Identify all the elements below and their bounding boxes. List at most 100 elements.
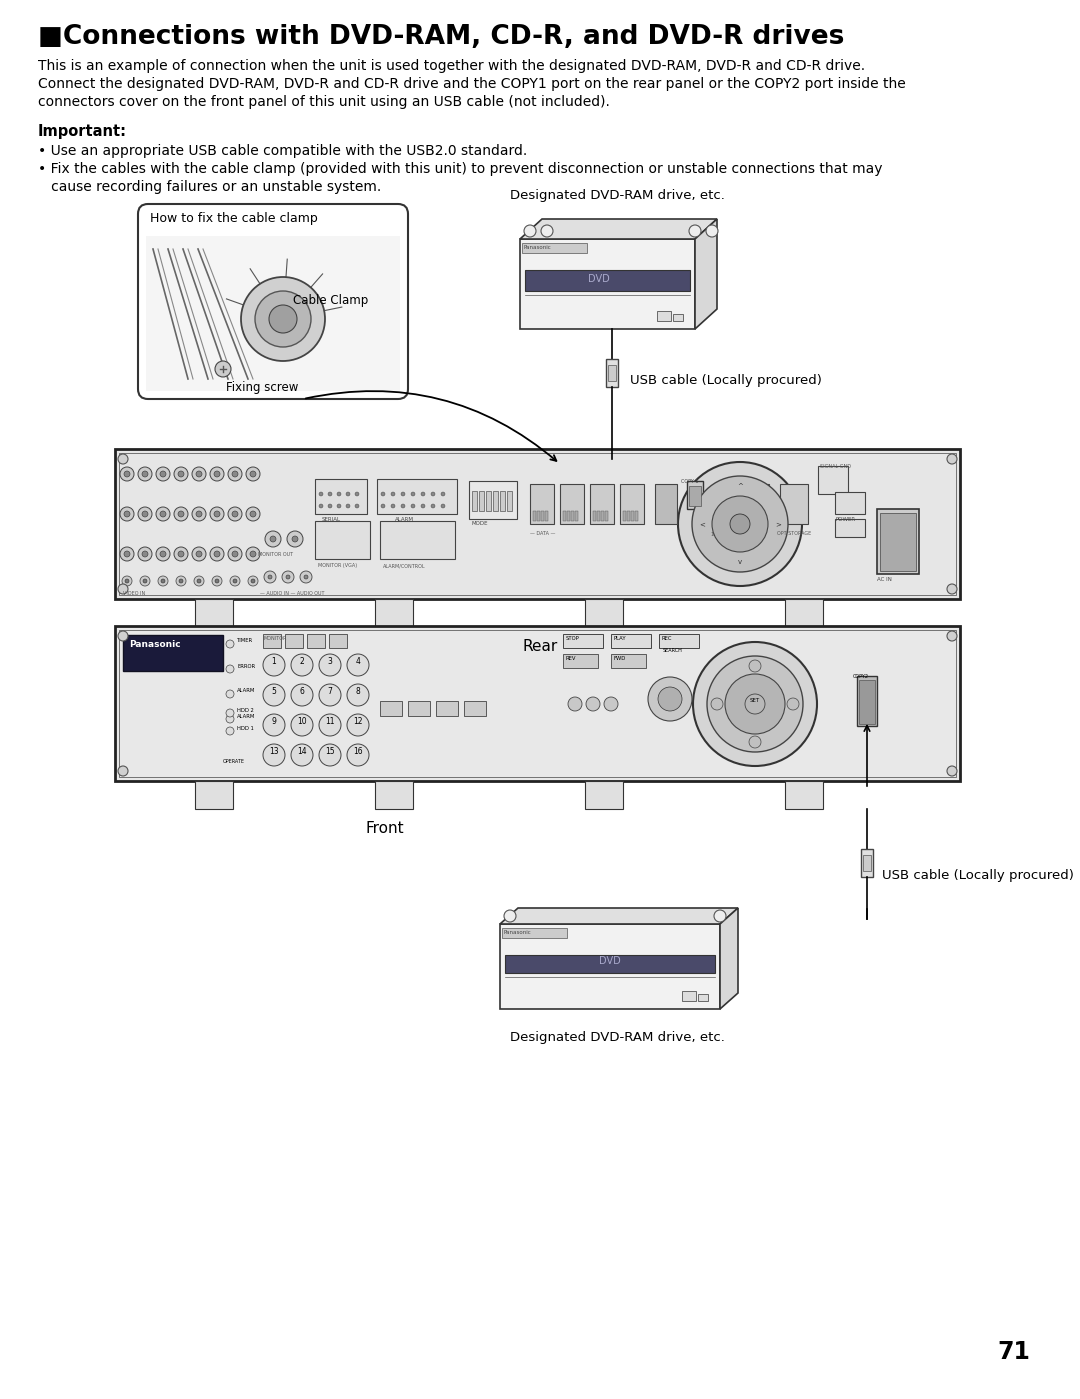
Circle shape: [160, 511, 166, 518]
Bar: [880, 513, 916, 571]
Bar: [480, 491, 484, 511]
Circle shape: [233, 579, 237, 583]
Circle shape: [246, 506, 260, 520]
Circle shape: [158, 576, 168, 586]
Text: USB cable (Locally procured): USB cable (Locally procured): [882, 869, 1074, 881]
Circle shape: [264, 653, 285, 676]
Circle shape: [228, 547, 242, 561]
Text: ALARM: ALARM: [395, 518, 414, 522]
Text: ERROR: ERROR: [237, 663, 255, 669]
Circle shape: [178, 471, 184, 477]
Text: — AUDIO IN — AUDIO OUT: — AUDIO IN — AUDIO OUT: [260, 590, 324, 596]
Bar: [715, 484, 739, 525]
Text: 15: 15: [325, 747, 335, 757]
Circle shape: [286, 575, 291, 579]
Bar: [575, 511, 578, 520]
Circle shape: [140, 576, 150, 586]
Circle shape: [156, 506, 170, 520]
Polygon shape: [500, 908, 738, 923]
Circle shape: [692, 476, 788, 572]
Bar: [698, 995, 708, 1002]
Circle shape: [689, 225, 701, 236]
Circle shape: [124, 551, 130, 557]
Text: POWER: POWER: [835, 518, 855, 522]
Circle shape: [249, 511, 256, 518]
Circle shape: [346, 492, 350, 497]
Circle shape: [210, 547, 224, 561]
Circle shape: [730, 513, 750, 534]
Circle shape: [541, 225, 553, 236]
Text: SERIAL: SERIAL: [322, 518, 341, 522]
Bar: [285, 634, 303, 648]
Circle shape: [226, 715, 234, 723]
Text: HDD 2: HDD 2: [237, 708, 254, 712]
Text: Panasonic: Panasonic: [524, 245, 552, 250]
Bar: [500, 491, 505, 511]
Circle shape: [214, 471, 220, 477]
Bar: [534, 511, 536, 520]
Circle shape: [120, 547, 134, 561]
Circle shape: [347, 653, 369, 676]
Circle shape: [347, 684, 369, 706]
Text: Designated DVD-RAM drive, etc.: Designated DVD-RAM drive, etc.: [510, 189, 725, 201]
Text: v: v: [738, 560, 742, 565]
Text: ALARM: ALARM: [237, 713, 255, 719]
Bar: [563, 653, 598, 667]
Text: USB cable (Locally procured): USB cable (Locally procured): [630, 374, 822, 388]
Bar: [657, 311, 671, 320]
Circle shape: [391, 504, 395, 508]
Text: HDD 1: HDD 1: [237, 726, 254, 730]
Bar: [673, 313, 683, 320]
Text: PLAY: PLAY: [615, 637, 626, 641]
Text: connectors cover on the front panel of this unit using an USB cable (not include: connectors cover on the front panel of t…: [38, 95, 610, 109]
Bar: [119, 630, 956, 776]
Bar: [654, 484, 677, 525]
Bar: [563, 511, 566, 520]
Bar: [567, 511, 570, 520]
Circle shape: [337, 492, 341, 497]
Bar: [561, 484, 584, 525]
Bar: [859, 680, 875, 725]
Circle shape: [174, 506, 188, 520]
Circle shape: [156, 467, 170, 481]
Text: Panasonic: Panasonic: [129, 639, 180, 649]
Circle shape: [319, 744, 341, 767]
Circle shape: [226, 639, 234, 648]
Circle shape: [282, 571, 294, 583]
Bar: [486, 491, 491, 511]
Circle shape: [241, 277, 325, 361]
Bar: [627, 511, 630, 520]
Circle shape: [391, 492, 395, 497]
Bar: [380, 701, 402, 716]
Text: Front: Front: [366, 821, 404, 837]
Circle shape: [658, 687, 681, 711]
Bar: [835, 519, 865, 537]
Circle shape: [138, 506, 152, 520]
Circle shape: [174, 467, 188, 481]
Bar: [585, 599, 623, 627]
Circle shape: [750, 736, 761, 748]
Circle shape: [441, 504, 445, 508]
Bar: [785, 599, 823, 627]
Circle shape: [568, 697, 582, 711]
Circle shape: [648, 677, 692, 720]
Polygon shape: [720, 908, 738, 1009]
Bar: [195, 781, 233, 809]
Text: SIGNAL GND: SIGNAL GND: [820, 464, 851, 469]
Circle shape: [337, 504, 341, 508]
Circle shape: [750, 660, 761, 672]
Circle shape: [214, 511, 220, 518]
Circle shape: [178, 511, 184, 518]
Bar: [687, 481, 703, 509]
Bar: [545, 511, 548, 520]
Text: 11: 11: [325, 718, 335, 726]
Circle shape: [226, 690, 234, 698]
Circle shape: [524, 225, 536, 236]
Circle shape: [328, 504, 332, 508]
Text: Rear: Rear: [523, 639, 557, 653]
Circle shape: [504, 909, 516, 922]
Bar: [861, 849, 873, 877]
Bar: [264, 634, 281, 648]
Bar: [502, 928, 567, 937]
Bar: [590, 484, 615, 525]
